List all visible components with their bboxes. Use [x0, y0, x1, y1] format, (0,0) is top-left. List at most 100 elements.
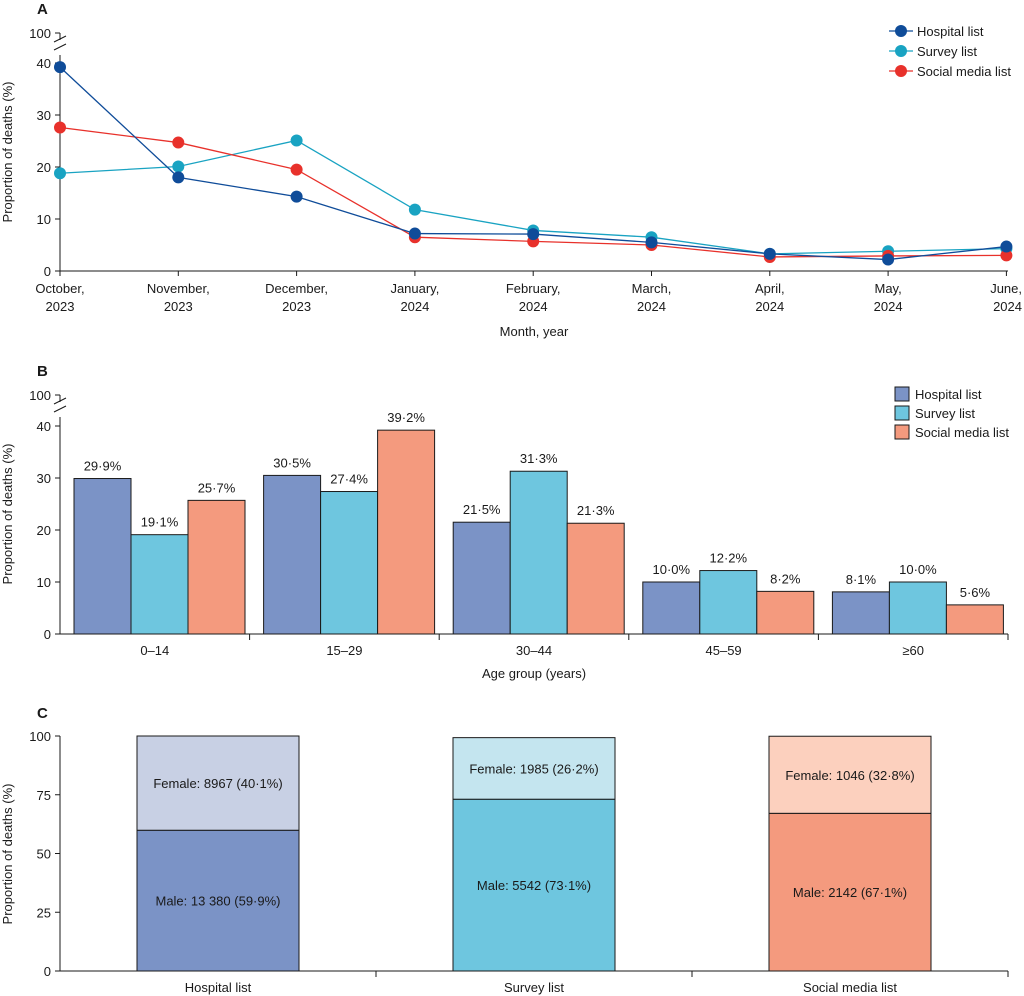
panel-b-data-label-survey: 31·3%: [520, 451, 558, 466]
panel-b-bar-hospital: [642, 581, 701, 635]
panel-a-y-tick-label: 30: [37, 108, 51, 123]
panel-b-y-tick-label: 20: [37, 523, 51, 538]
panel-a-x-tick-label-line: May,: [874, 281, 901, 296]
panel-c-y-tick-label: 75: [37, 788, 51, 803]
panel-a-x-tick-label: December, 2023: [265, 281, 328, 314]
panel-b-y-tick-label: 10: [37, 575, 51, 590]
panel-a-point-survey: [290, 134, 303, 147]
panel-b-bar-chart: B Proportion of deaths (%) Age group (ye…: [0, 363, 1009, 681]
panel-b-legend-label-social: Social media list: [915, 425, 1009, 440]
panel-a-x-tick-label: June, 2024: [990, 281, 1022, 314]
panel-a-y-axis-title: Proportion of deaths (%): [0, 82, 15, 223]
panel-a-x-tick-label-line: June,: [990, 281, 1022, 296]
panel-b-legend-swatch-hospital: [894, 386, 910, 402]
panel-b-legend-label-hospital: Hospital list: [915, 387, 982, 402]
panel-a-legend-marker-hospital: [895, 25, 907, 37]
panel-a-y-tick-label: 40: [37, 56, 51, 71]
panel-a-x-tick-label: May, 2024: [874, 281, 903, 314]
panel-a-point-hospital: [527, 228, 540, 241]
panel-b-x-tick-label: 0–14: [140, 643, 169, 658]
panel-c-bar-male: [136, 829, 300, 972]
panel-a-point-social: [1000, 249, 1013, 262]
panel-c-y-tick-label: 50: [37, 847, 51, 862]
panel-a-x-tick-label-line: 2023: [46, 299, 75, 314]
panel-a-point-hospital: [290, 190, 303, 203]
panel-a-y-tick-label: 0: [44, 264, 51, 279]
panel-a-legend-label-survey: Survey list: [917, 44, 977, 59]
panel-b-y-tick-label: 40: [37, 419, 51, 434]
panel-b-legend-swatch-social: [894, 424, 910, 440]
panel-c-label: C: [37, 705, 48, 722]
panel-a-x-tick-label-line: 2023: [164, 299, 193, 314]
panel-a-y-tick-label: 20: [37, 160, 51, 175]
panel-b-bar-survey: [888, 581, 947, 635]
panel-a-x-tick-label-line: 2023: [282, 299, 311, 314]
panel-a-legend-marker-social: [895, 65, 907, 77]
panel-b-bar-hospital: [263, 474, 322, 635]
panel-c-y-tick-label: 100: [29, 729, 51, 744]
panel-a-point-hospital: [882, 253, 895, 266]
panel-b-data-label-survey: 12·2%: [710, 551, 748, 566]
panel-a-point-hospital: [645, 236, 658, 249]
panel-b-bar-survey: [130, 534, 189, 635]
panel-c-bar-female: [452, 737, 616, 800]
panel-a-x-tick-label: April, 2024: [755, 281, 785, 314]
panel-b-data-label-survey: 10·0%: [899, 562, 937, 577]
panel-a-x-tick-label-line: 2024: [993, 299, 1022, 314]
panel-b-data-label-social: 5·6%: [960, 585, 991, 600]
panel-a-x-tick-label-line: February,: [506, 281, 561, 296]
panel-a-x-tick-label-line: 2024: [755, 299, 784, 314]
panel-b-bar-hospital: [831, 591, 890, 635]
panel-c-y-axis-title: Proportion of deaths (%): [0, 784, 15, 925]
panel-b-data-label-hospital: 21·5%: [463, 502, 501, 517]
panel-a-point-hospital: [172, 171, 185, 184]
panel-c-data-label-female: Female: 8967 (40·1%): [153, 776, 282, 791]
panel-b-y-tick-label: 100: [29, 388, 51, 403]
panel-a-legend-label-hospital: Hospital list: [917, 24, 984, 39]
panel-a-point-social: [54, 121, 66, 134]
panel-a-x-tick-label-line: December,: [265, 281, 328, 296]
panel-b-data-label-hospital: 29·9%: [84, 459, 122, 474]
panel-b-bar-hospital: [452, 521, 511, 635]
panel-b-x-tick-label: 15–29: [326, 643, 362, 658]
panel-b-y-axis-title: Proportion of deaths (%): [0, 444, 15, 585]
panel-b-legend-label-survey: Survey list: [915, 406, 975, 421]
panel-c-y-tick-label: 0: [44, 964, 51, 979]
panel-a-x-tick-label-line: March,: [632, 281, 672, 296]
panel-a-x-tick-label-line: 2024: [874, 299, 903, 314]
panel-a-point-survey: [172, 160, 185, 173]
panel-a-y-tick-label: 10: [37, 212, 51, 227]
panel-a-point-social: [172, 136, 185, 149]
panel-b-label: B: [37, 363, 48, 380]
panel-b-x-axis-title: Age group (years): [482, 666, 586, 681]
panel-b-bar-social: [945, 604, 1004, 635]
panel-b-data-label-survey: 19·1%: [141, 515, 179, 530]
panel-c-x-tick-label: Social media list: [803, 980, 897, 995]
panel-b-data-label-hospital: 30·5%: [273, 455, 311, 470]
panel-c-data-label-male: Male: 5542 (73·1%): [477, 878, 591, 893]
panel-b-y-tick-label: 0: [44, 627, 51, 642]
panel-b-bar-survey: [699, 570, 758, 635]
panel-a-point-hospital: [1000, 240, 1013, 253]
panel-b-x-tick-label: 30–44: [516, 643, 552, 658]
panel-a-point-social: [290, 163, 303, 176]
panel-a-x-tick-label-line: 2024: [637, 299, 666, 314]
panel-a-x-tick-label-line: November,: [147, 281, 210, 296]
panel-a-x-tick-label-line: 2024: [519, 299, 548, 314]
panel-b-bar-social: [756, 590, 815, 635]
panel-c-data-label-male: Male: 2142 (67·1%): [793, 885, 907, 900]
panel-a-y-tick-label: 100: [29, 26, 51, 41]
panel-a-point-survey: [54, 167, 66, 180]
panel-a-axis-break-mark: [53, 35, 67, 51]
panel-b-bar-social: [187, 499, 246, 635]
panel-b-legend-swatch-survey: [894, 405, 910, 421]
panel-b-data-label-social: 8·2%: [770, 571, 801, 586]
panel-c-bar-female: [136, 735, 300, 831]
panel-b-x-tick-label: 45–59: [706, 643, 742, 658]
panel-b-bar-survey: [509, 470, 568, 635]
panel-a-x-tick-label-line: April,: [755, 281, 785, 296]
panel-a-point-hospital: [763, 247, 776, 260]
panel-c-stacked-bar-chart: C Proportion of deaths (%) 0 25 50 75 100 Ho…: [0, 705, 1009, 995]
panel-a-line-chart: A Proportion of deaths (%) Month, year 0…: [0, 1, 1022, 339]
